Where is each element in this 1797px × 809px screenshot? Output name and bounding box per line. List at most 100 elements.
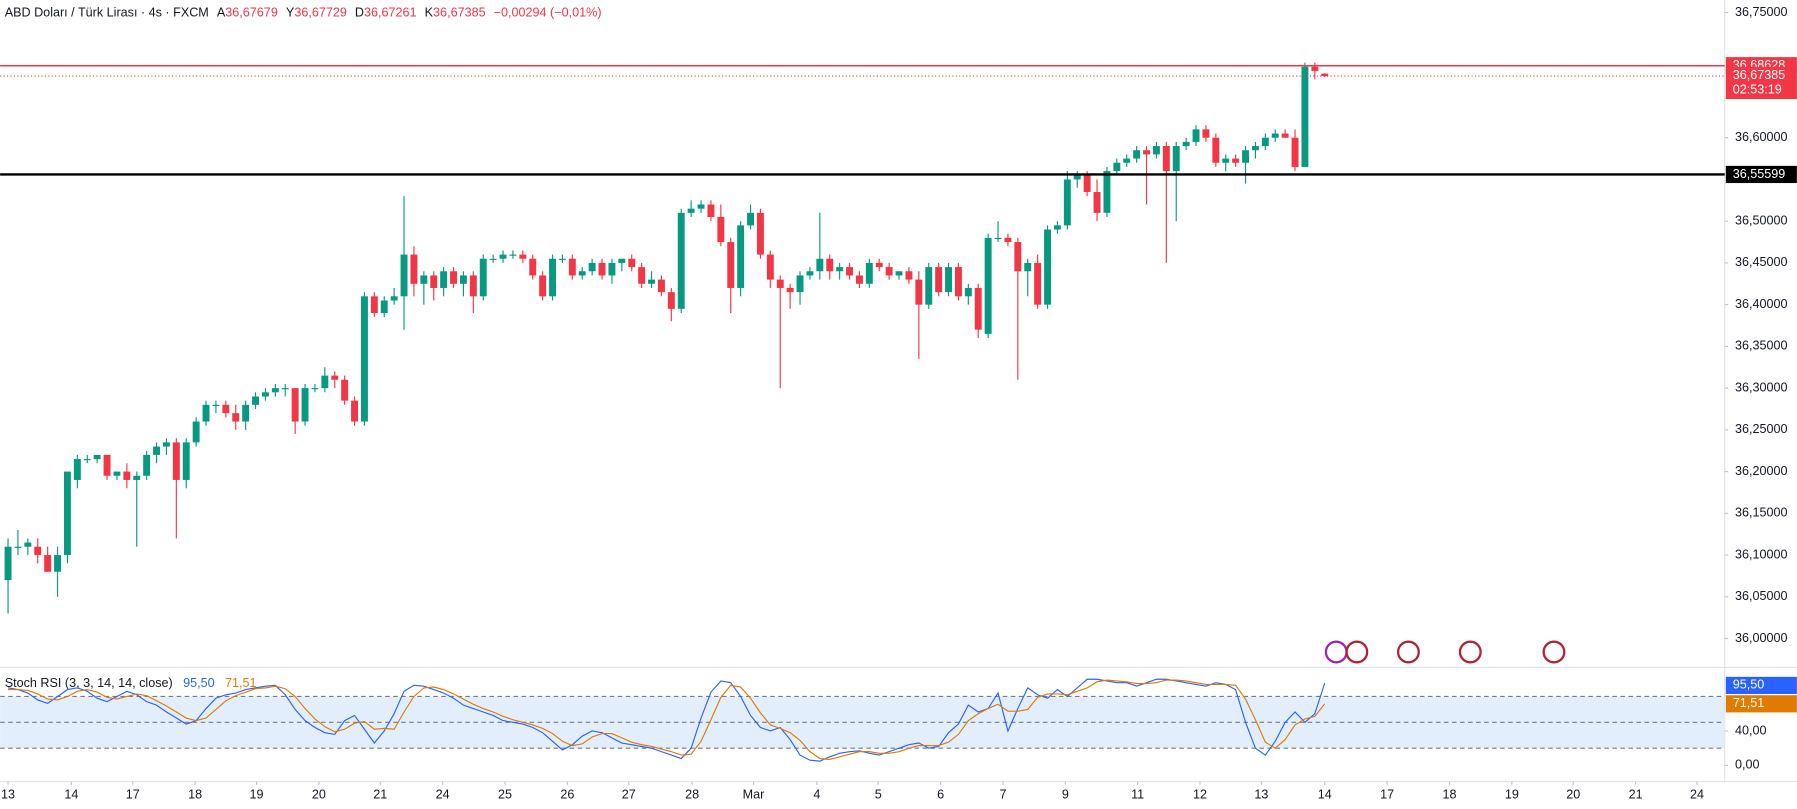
- candle-body: [697, 204, 705, 209]
- candle-body: [63, 471, 71, 556]
- candle-body: [638, 267, 646, 284]
- x-tick-label: 21: [373, 788, 387, 802]
- candle-body: [855, 275, 863, 284]
- y-tick-label: 36,20000: [1735, 464, 1788, 478]
- low-label: D: [355, 6, 364, 20]
- candle-body: [281, 388, 289, 390]
- x-tick-label: 20: [1566, 788, 1580, 802]
- candle-body: [539, 275, 547, 297]
- candle-body: [1162, 146, 1170, 172]
- y-tick-label: 36,40000: [1735, 297, 1788, 311]
- x-tick-label: 25: [498, 788, 512, 802]
- candle-body: [93, 454, 101, 460]
- candle-body: [558, 258, 566, 260]
- candle-body: [143, 454, 151, 476]
- level-badge: [1725, 165, 1797, 184]
- change: −0,00294 (−0,01%): [494, 6, 602, 20]
- candle-body: [123, 471, 131, 480]
- candle-body: [440, 271, 448, 288]
- candle-body: [232, 413, 240, 422]
- candle-body: [925, 267, 933, 305]
- candle-body: [1063, 179, 1071, 226]
- x-tick-label: 21: [1629, 788, 1643, 802]
- candle-body: [1251, 146, 1259, 151]
- candle-body: [311, 388, 319, 390]
- candle-body: [162, 442, 170, 447]
- event-icon[interactable]: [1542, 640, 1566, 664]
- candle-body: [806, 271, 814, 276]
- candle-body: [1261, 137, 1269, 147]
- y-tick-label: 36,15000: [1735, 506, 1788, 520]
- x-tick-label: 17: [126, 788, 140, 802]
- x-tick-label: 24: [1690, 788, 1704, 802]
- candle-body: [24, 542, 32, 547]
- candle-body: [578, 271, 586, 276]
- candle-body: [608, 262, 616, 276]
- candles: [4, 62, 1329, 614]
- candle-body: [935, 267, 943, 293]
- x-tick-label: 7: [999, 788, 1006, 802]
- candle-body: [1271, 133, 1279, 138]
- candle-body: [34, 546, 42, 556]
- y-tick-label: 36,00000: [1735, 631, 1788, 645]
- candle-body: [133, 475, 141, 480]
- y-tick-label: 36,30000: [1735, 380, 1788, 394]
- candle-body: [420, 275, 428, 284]
- candle-body: [1222, 158, 1230, 163]
- x-tick-label: 18: [188, 788, 202, 802]
- candle-body: [430, 275, 438, 288]
- event-icon[interactable]: [1324, 640, 1348, 664]
- candle-body: [83, 459, 91, 461]
- open: 36,67679: [225, 6, 278, 20]
- event-icon[interactable]: [1458, 640, 1482, 664]
- x-tick-label: 13: [1254, 788, 1268, 802]
- candle-body: [331, 375, 339, 380]
- candle-body: [370, 296, 378, 314]
- candle-body: [707, 204, 715, 218]
- candle-body: [974, 287, 982, 330]
- candle-body: [4, 546, 12, 581]
- close-label: K: [425, 6, 434, 20]
- candle-body: [459, 275, 467, 284]
- candle-body: [598, 262, 606, 276]
- candle-body: [915, 279, 923, 305]
- candle-body: [509, 254, 517, 256]
- candle-body: [479, 258, 487, 297]
- candle-body: [954, 267, 962, 297]
- candle-body: [1281, 133, 1289, 138]
- candle-body: [380, 300, 388, 314]
- event-icon[interactable]: [1345, 640, 1369, 664]
- candle-body: [1202, 129, 1210, 138]
- candle-body: [410, 254, 418, 284]
- candle-body: [964, 287, 972, 297]
- candle-body: [271, 388, 279, 393]
- x-tick-label: 14: [64, 788, 78, 802]
- last-price-badge-text: 02:53:19: [1733, 83, 1782, 97]
- candle-body: [529, 258, 537, 276]
- candle-body: [895, 271, 903, 276]
- candle-body: [519, 254, 527, 259]
- high-label: Y: [286, 6, 295, 20]
- close: 36,67385: [433, 6, 486, 20]
- candle-body: [1113, 162, 1121, 172]
- x-tick-label: 26: [560, 788, 574, 802]
- stoch-badge: [1725, 676, 1797, 695]
- y-tick-label: 36,35000: [1735, 339, 1788, 353]
- candle-body: [1172, 146, 1180, 172]
- candle-body: [1232, 158, 1240, 163]
- event-icon[interactable]: [1396, 640, 1420, 664]
- candle-body: [1301, 66, 1309, 167]
- header: ABD Doları / Türk Lirası · 4s · FXCM A36…: [5, 6, 602, 20]
- event-icons: [1324, 640, 1566, 664]
- candle-body: [14, 546, 22, 548]
- candle-body: [836, 267, 844, 272]
- candle-body: [489, 258, 497, 260]
- last-price-badge-text: 36,67385: [1733, 68, 1786, 82]
- candle-body: [1073, 175, 1081, 180]
- candle-body: [261, 392, 269, 397]
- x-tick-label: 9: [1062, 788, 1069, 802]
- candle-body: [400, 254, 408, 297]
- candle-body: [618, 258, 626, 263]
